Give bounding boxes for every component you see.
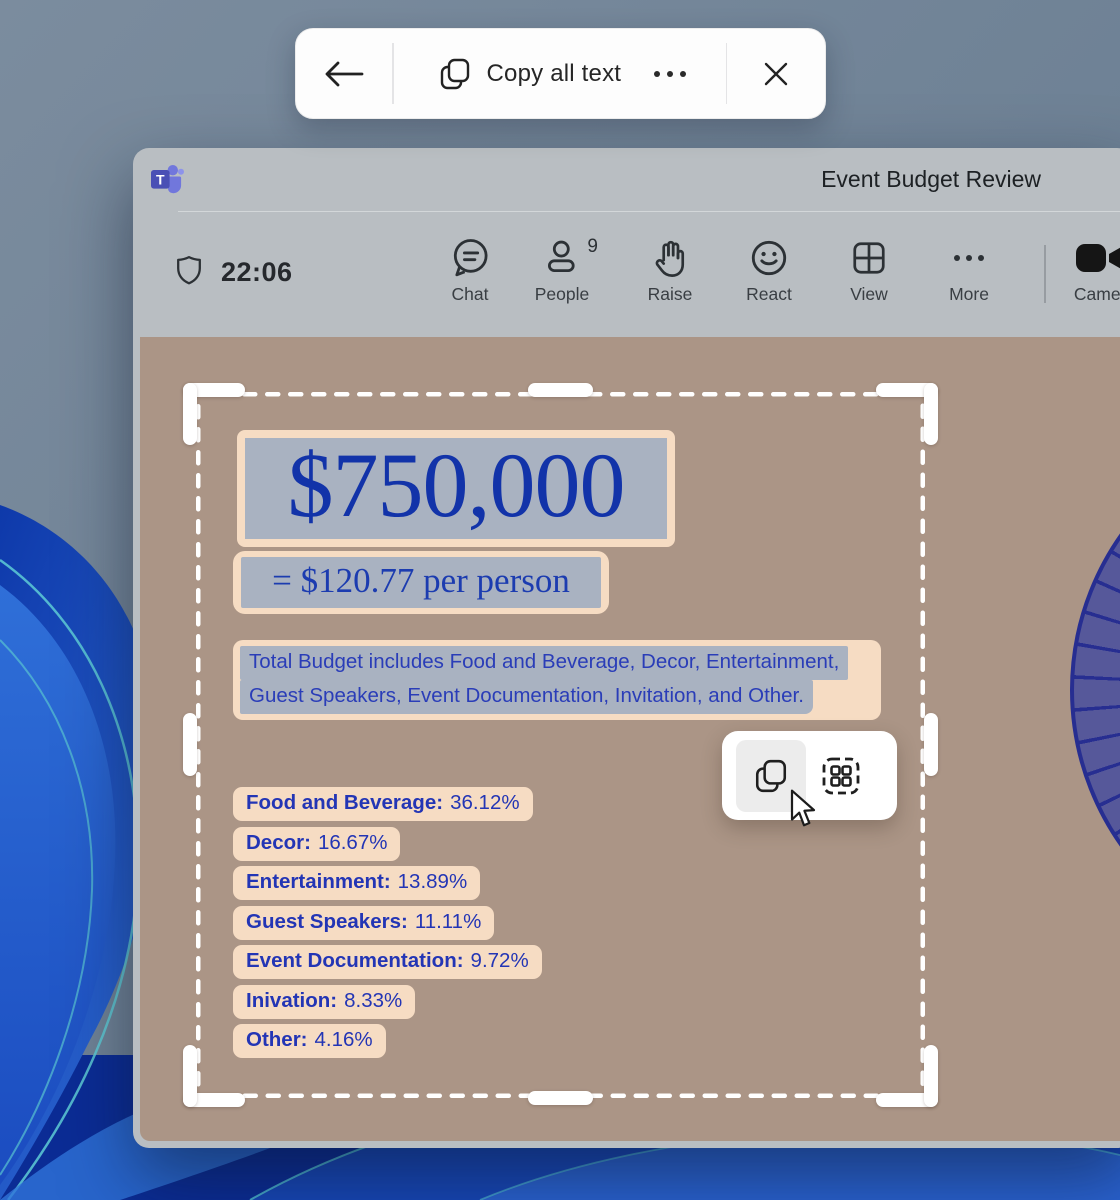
toolbar-divider [392, 43, 394, 104]
breakdown-value: 16.67% [317, 830, 388, 854]
chat-icon [453, 239, 488, 277]
toolbar-label: View [850, 284, 888, 304]
breakdown-row[interactable]: Event Documentation: 9.72% [233, 945, 542, 979]
chat-button[interactable]: Chat [422, 236, 518, 305]
toolbar-label: React [746, 284, 792, 304]
selection-handle-left[interactable] [183, 713, 197, 776]
breakdown-value: 8.33% [344, 988, 403, 1012]
selection-handle-top-right[interactable] [876, 383, 938, 397]
qr-scan-button[interactable] [821, 756, 861, 796]
breakdown-value: 13.89% [397, 870, 468, 893]
toolbar-divider [725, 43, 727, 104]
selection-mini-toolbar [722, 731, 897, 820]
breakdown-label: Event Documentation: [246, 949, 464, 972]
close-icon [764, 62, 788, 85]
raise-hand-button[interactable]: Raise [622, 236, 718, 305]
svg-text:T: T [156, 171, 165, 187]
back-arrow-icon [325, 61, 364, 86]
breakdown-row[interactable]: Other: 4.16% [233, 1024, 386, 1058]
titlebar-divider [178, 211, 1120, 212]
more-dots-icon [954, 255, 984, 261]
total-budget-text: $750,000 [287, 433, 626, 536]
copy-icon [440, 58, 469, 89]
shield-icon [177, 255, 201, 285]
budget-breakdown-list: Food and Beverage: 36.12% Decor: 16.67% En… [233, 787, 542, 1058]
selection-handle-bottom-left[interactable] [183, 1093, 245, 1107]
selection-handle-bottom-right[interactable] [876, 1093, 938, 1107]
breakdown-label: Food and Beverage: [246, 791, 444, 814]
toolbar-divider [1044, 245, 1046, 303]
window-title: Event Budget Review [821, 166, 1041, 192]
selection-handle-bottom-right[interactable] [924, 1045, 938, 1107]
toolbar-label: Raise [647, 284, 693, 304]
camera-icon [1076, 244, 1120, 272]
react-smiley-icon [751, 240, 787, 276]
breakdown-value: 4.16% [314, 1028, 373, 1051]
selection-handle-top-left[interactable] [183, 383, 197, 445]
toolbar-label: Camera [1073, 284, 1120, 304]
breakdown-label: Inivation: [246, 988, 338, 1012]
close-button[interactable] [727, 29, 825, 118]
more-options-button[interactable] [642, 59, 698, 89]
breakdown-row[interactable]: Food and Beverage: 36.12% [233, 787, 533, 821]
capture-toolbar: Copy all text [295, 28, 826, 119]
breakdown-row[interactable]: Guest Speakers: 11.11% [233, 905, 495, 940]
selection-handle-top-left[interactable] [183, 383, 245, 397]
teams-meeting-window: T Event Budget Review 22:06 Chat [133, 148, 1120, 1148]
people-count-badge: 9 [587, 236, 598, 257]
breakdown-value: 36.12% [450, 791, 520, 814]
breakdown-label: Decor: [246, 830, 311, 854]
selection-handle-bottom[interactable] [528, 1091, 593, 1105]
selection-handle-bottom-left[interactable] [183, 1045, 197, 1107]
copy-all-text-button[interactable]: Copy all text [438, 57, 622, 91]
toolbar-label: More [949, 284, 989, 304]
selection-handle-top-right[interactable] [924, 383, 938, 445]
breakdown-row[interactable]: Entertainment: 13.89% [233, 866, 481, 900]
copy-icon [755, 759, 787, 792]
raise-hand-icon [655, 240, 685, 277]
copy-selection-button[interactable] [736, 739, 806, 812]
description-line-1: Total Budget includes Food and Beverage,… [240, 646, 849, 680]
copy-all-text-label: Copy all text [486, 59, 622, 87]
meeting-timer: 22:06 [221, 256, 293, 287]
window-titlebar: T Event Budget Review [133, 148, 1120, 212]
per-person-text: = $120.77 per person [272, 561, 570, 600]
toolbar-label: People [534, 284, 590, 304]
camera-button[interactable]: Camera [1057, 236, 1120, 305]
budget-description-highlight[interactable]: Total Budget includes Food and Beverage,… [233, 640, 881, 720]
ellipsis-icon [653, 70, 686, 77]
more-button[interactable]: More [921, 236, 1017, 305]
teams-logo-icon: T [148, 162, 186, 196]
breakdown-row[interactable]: Decor: 16.67% [233, 826, 401, 861]
view-button[interactable]: View [821, 236, 917, 305]
total-budget-highlight[interactable]: $750,000 [237, 430, 675, 547]
breakdown-row[interactable]: Inivation: 8.33% [233, 984, 416, 1019]
back-button[interactable] [296, 29, 392, 118]
description-line-2: Guest Speakers, Event Documentation, Inv… [240, 680, 813, 714]
toolbar-label: Chat [451, 284, 489, 304]
breakdown-value: 11.11% [414, 909, 482, 933]
breakdown-label: Guest Speakers: [246, 909, 408, 933]
react-button[interactable]: React [721, 236, 817, 305]
qr-scan-icon [822, 757, 860, 794]
per-person-highlight[interactable]: = $120.77 per person [233, 551, 609, 614]
shared-slide-content: $750,000 = $120.77 per person Total Budg… [140, 337, 1120, 1141]
breakdown-value: 9.72% [470, 949, 529, 972]
selection-handle-top[interactable] [528, 383, 593, 397]
people-button[interactable]: 9 People [514, 236, 610, 305]
pie-chart-fragment [1070, 420, 1120, 960]
meeting-toolbar: 22:06 Chat 9 People [133, 210, 1120, 337]
people-icon [548, 240, 575, 272]
breakdown-label: Entertainment: [246, 870, 391, 893]
selection-handle-right[interactable] [924, 713, 938, 776]
view-grid-icon [853, 242, 885, 274]
capture-selection-region [183, 383, 938, 1107]
breakdown-label: Other: [246, 1028, 308, 1051]
